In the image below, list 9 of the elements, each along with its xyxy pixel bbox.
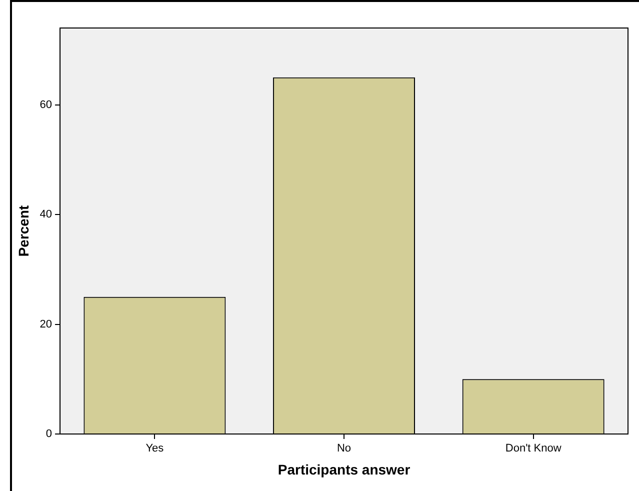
y-tick-label: 60 [40,98,52,111]
x-axis-title: Participants answer [278,461,411,478]
x-tick-label: Yes [146,442,164,455]
y-tick-label: 20 [40,318,52,330]
x-tick-label: Don't Know [505,442,562,455]
x-tick-label: No [336,442,352,455]
y-axis-title: Percent [15,204,32,257]
y-tick-label: 40 [40,208,52,221]
y-tick-label: 0 [46,428,52,440]
